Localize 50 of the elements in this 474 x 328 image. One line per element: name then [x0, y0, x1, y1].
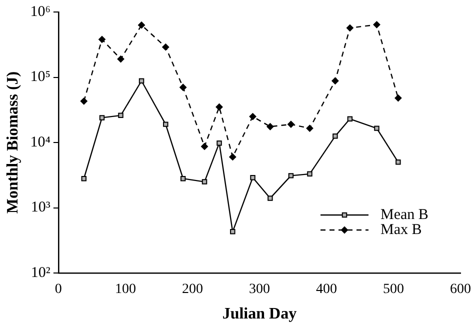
- point: [202, 179, 208, 184]
- point: [306, 124, 314, 132]
- point: [249, 113, 256, 120]
- point: [347, 116, 353, 122]
- point: [268, 196, 273, 201]
- point: [287, 120, 294, 128]
- point: [332, 77, 339, 84]
- point: [373, 21, 380, 28]
- point: [138, 22, 146, 29]
- point: [216, 104, 223, 110]
- point: [201, 142, 208, 150]
- y-tick-label: 10⁴: [30, 134, 50, 150]
- point: [288, 173, 294, 178]
- point: [250, 174, 256, 180]
- point: [230, 229, 236, 234]
- legend-label: Max B: [380, 222, 422, 238]
- point: [138, 78, 144, 84]
- point: [98, 36, 106, 43]
- y-tick-label: 10²: [30, 264, 51, 281]
- point: [266, 123, 274, 130]
- point: [332, 134, 338, 139]
- y-tick-label: 10⁵: [30, 69, 50, 86]
- point: [162, 44, 170, 51]
- point: [180, 84, 187, 91]
- y-axis-title: Monthly Biomass (J): [4, 71, 22, 214]
- x-tick-label: 400: [316, 282, 337, 298]
- y-tick-label: 10⁶: [30, 4, 50, 20]
- x-axis-title: Julian Day: [222, 306, 297, 323]
- y-tick-label: 10³: [30, 200, 51, 216]
- point: [346, 24, 354, 32]
- point: [118, 112, 124, 118]
- point: [307, 171, 312, 177]
- point: [99, 115, 105, 120]
- point: [229, 153, 236, 160]
- point: [180, 176, 186, 182]
- x-tick-label: 300: [248, 282, 270, 298]
- legend-label: Mean B: [380, 206, 428, 223]
- x-tick-label: 600: [450, 282, 471, 298]
- x-tick-label: 100: [114, 282, 136, 298]
- point: [80, 98, 88, 105]
- point: [394, 94, 402, 102]
- point: [81, 176, 87, 182]
- point: [117, 56, 124, 63]
- point: [374, 126, 380, 131]
- x-tick-label: 200: [182, 282, 203, 298]
- point: [396, 160, 401, 165]
- x-tick-label: 0: [54, 282, 62, 298]
- point: [216, 140, 222, 146]
- x-tick-label: 500: [382, 282, 404, 298]
- point: [163, 122, 168, 127]
